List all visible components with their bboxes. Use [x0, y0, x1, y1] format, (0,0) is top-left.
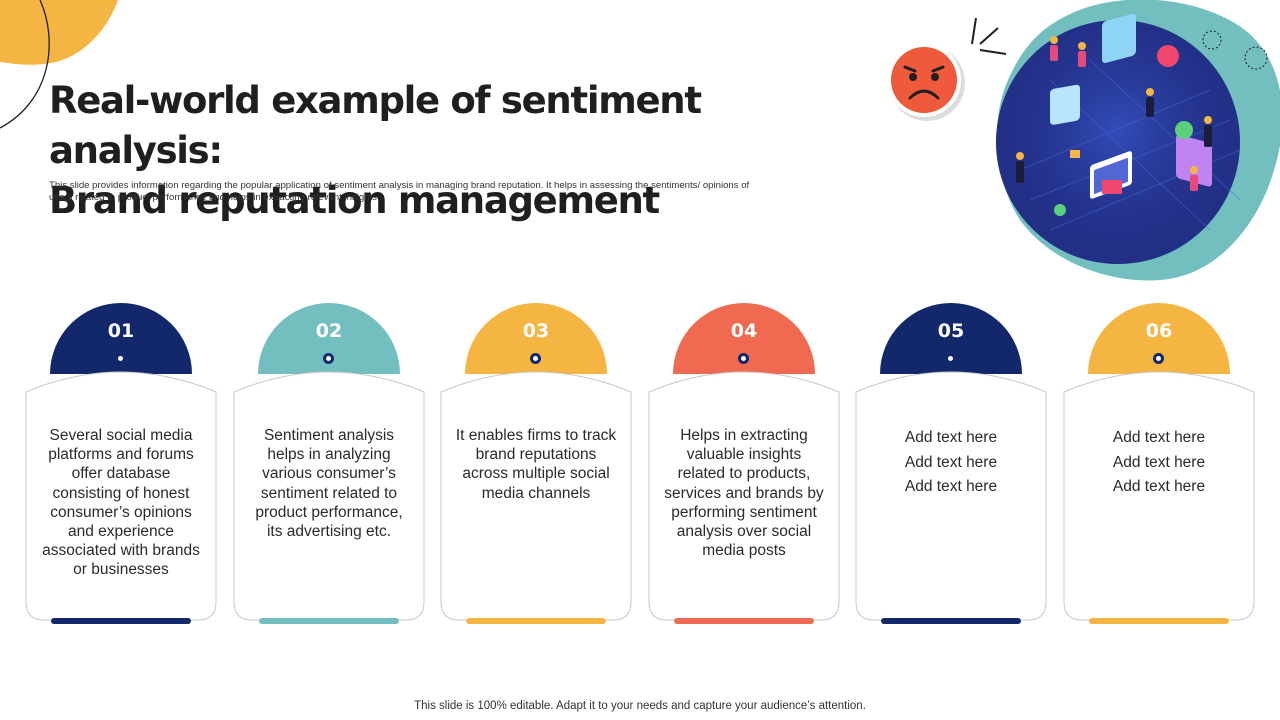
- step-text-line: sentiment related to: [260, 484, 398, 502]
- sad-face-icon: [887, 43, 965, 121]
- step-card-05: 05 Add text here Add text here Add text her…: [854, 300, 1048, 630]
- digital-marketing-illustration: [996, 0, 1280, 281]
- step-accent-bar: [466, 618, 606, 624]
- step-text-line: or businesses: [73, 561, 169, 579]
- step-text-line: various consumer’s: [262, 465, 396, 483]
- step-text-line: related to products,: [677, 465, 811, 483]
- step-text-line: associated with brands: [42, 542, 200, 560]
- step-text-line: consumer’s opinions: [50, 503, 192, 521]
- step-text-line: valuable insights: [686, 446, 802, 464]
- step-text-line: Add text here: [904, 453, 998, 471]
- step-dot: [323, 353, 334, 364]
- step-number: 03: [522, 320, 550, 342]
- step-text-line: services and brands by: [664, 484, 824, 502]
- step-number: 01: [107, 320, 135, 342]
- title-line-1: Real-world example of sentiment analysis…: [49, 79, 702, 172]
- step-text-line: platforms and forums: [48, 446, 194, 464]
- card-outline: [1063, 371, 1255, 621]
- step-card-04: 04 Helps in extracting valuable insights re…: [647, 300, 841, 630]
- step-description: Helps in extracting valuable insights rela…: [657, 426, 831, 560]
- step-text-line: media channels: [481, 484, 591, 502]
- step-text-line: its advertising etc.: [266, 523, 392, 541]
- title-line-2: Brand reputation management: [49, 179, 660, 222]
- card-outline: [25, 371, 217, 621]
- step-number: 04: [730, 320, 758, 342]
- card-outline: [855, 371, 1047, 621]
- step-dot: [945, 353, 956, 364]
- subtitle-line-1: This slide provides information regardin…: [49, 180, 750, 191]
- step-text-line: across multiple social: [462, 465, 610, 483]
- step-text-line: Sentiment analysis: [263, 427, 395, 444]
- step-accent-bar: [51, 618, 191, 624]
- step-accent-bar: [259, 618, 399, 624]
- step-description: It enables firms to track brand reputatio…: [449, 426, 623, 503]
- step-description: Several social media platforms and forums…: [34, 426, 208, 580]
- card-outline: [233, 371, 425, 621]
- page-title: Real-world example of sentiment analysis…: [49, 76, 869, 226]
- step-number: 06: [1145, 320, 1173, 342]
- card-outline: [440, 371, 632, 621]
- step-description: Add text here Add text here Add text here: [864, 426, 1038, 500]
- step-description: Sentiment analysis helps in analyzing vari…: [242, 426, 416, 541]
- step-text-line: Add text here: [904, 478, 998, 495]
- step-card-06: 06 Add text here Add text here Add text her…: [1062, 300, 1256, 630]
- sparkle-lines-icon: [971, 17, 1007, 55]
- step-dot: [530, 353, 541, 364]
- subtitle-line-2: users related to product performance and…: [49, 192, 380, 203]
- step-text-line: and experience: [68, 523, 174, 541]
- step-text-line: analysis over social: [676, 523, 812, 541]
- step-text-line: consisting of honest: [52, 484, 190, 502]
- step-dot: [1153, 353, 1164, 364]
- step-text-line: helps in analyzing: [267, 446, 391, 464]
- step-text-line: Add text here: [1112, 478, 1206, 495]
- step-text-line: It enables firms to track: [455, 427, 617, 444]
- step-text-line: media posts: [702, 542, 786, 560]
- step-text-line: Add text here: [1112, 429, 1206, 446]
- step-accent-bar: [1089, 618, 1229, 624]
- corner-decoration: [0, 0, 118, 129]
- step-text-line: performing sentiment: [671, 503, 817, 521]
- step-dot: [738, 353, 749, 364]
- card-outline: [648, 371, 840, 621]
- step-text-line: Add text here: [904, 429, 998, 446]
- step-text-line: offer database: [71, 465, 171, 483]
- step-dot: [115, 353, 126, 364]
- step-description: Add text here Add text here Add text here: [1072, 426, 1246, 500]
- step-text-line: product performance,: [255, 503, 403, 521]
- step-card-01: 01 Several social media platforms and foru…: [24, 300, 218, 630]
- step-text-line: Several social media: [49, 427, 193, 444]
- step-card-02: 02 Sentiment analysis helps in analyzing va…: [232, 300, 426, 630]
- step-text-line: brand reputations: [475, 446, 597, 464]
- step-number: 05: [937, 320, 965, 342]
- step-text-line: Add text here: [1112, 453, 1206, 471]
- footer-note: This slide is 100% editable. Adapt it to…: [414, 700, 866, 712]
- step-text-line: Helps in extracting: [680, 427, 808, 444]
- step-card-03: 03 It enables firms to track brand reputat…: [439, 300, 633, 630]
- step-number: 02: [315, 320, 343, 342]
- page-subtitle: This slide provides information regardin…: [49, 180, 849, 204]
- step-accent-bar: [881, 618, 1021, 624]
- step-accent-bar: [674, 618, 814, 624]
